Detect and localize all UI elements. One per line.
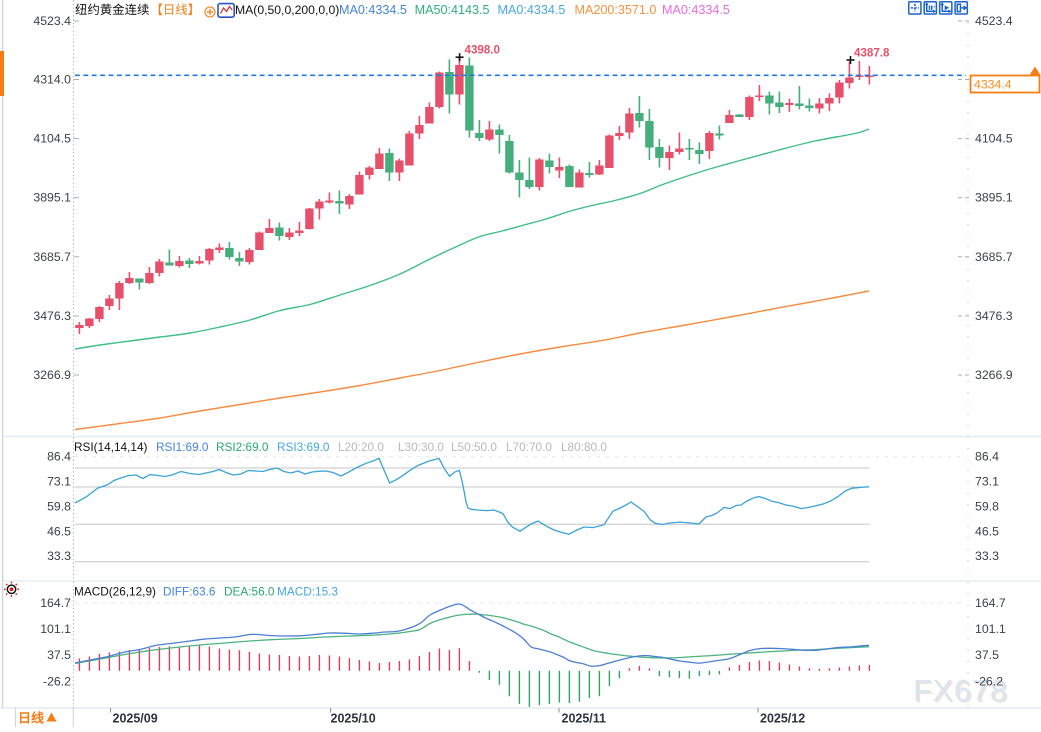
svg-text:59.8: 59.8 [975,499,999,513]
svg-text:37.5: 37.5 [47,648,71,662]
svg-text:33.3: 33.3 [47,549,71,563]
svg-text:4314.0: 4314.0 [33,73,71,87]
svg-text:DEA:56.0: DEA:56.0 [224,585,275,599]
svg-text:3685.7: 3685.7 [33,250,71,264]
svg-text:73.1: 73.1 [975,474,999,488]
svg-text:DIFF:63.6: DIFF:63.6 [163,585,216,599]
svg-text:2025/10: 2025/10 [331,712,376,726]
svg-text:MA0:4334.5: MA0:4334.5 [662,3,730,17]
svg-text:4104.5: 4104.5 [975,132,1013,146]
svg-text:4104.5: 4104.5 [33,132,71,146]
svg-text:4523.4: 4523.4 [975,14,1013,28]
svg-text:L80:80.0: L80:80.0 [561,440,607,454]
svg-text:FX678: FX678 [915,676,1010,710]
svg-text:3895.1: 3895.1 [975,191,1013,205]
svg-text:L70:70.0: L70:70.0 [506,440,552,454]
svg-text:RSI(14,14,14): RSI(14,14,14) [74,440,148,454]
svg-text:164.7: 164.7 [975,596,1006,610]
svg-text:59.8: 59.8 [47,499,71,513]
svg-text:L30:30.0: L30:30.0 [398,440,444,454]
svg-text:3266.9: 3266.9 [975,368,1013,382]
svg-text:86.4: 86.4 [47,449,71,463]
svg-text:164.7: 164.7 [40,596,71,610]
svg-text:4398.0: 4398.0 [465,44,500,57]
svg-text:46.5: 46.5 [975,524,999,538]
svg-text:L50:50.0: L50:50.0 [451,440,497,454]
svg-text:4387.8: 4387.8 [854,47,890,60]
svg-text:46.5: 46.5 [47,524,71,538]
svg-text:101.1: 101.1 [975,622,1006,636]
svg-text:RSI1:69.0: RSI1:69.0 [156,440,209,454]
svg-text:RSI3:69.0: RSI3:69.0 [277,440,330,454]
svg-text:MA0:4334.5: MA0:4334.5 [339,3,407,17]
svg-text:-26.2: -26.2 [43,674,71,688]
svg-text:73.1: 73.1 [47,474,71,488]
svg-text:2025/09: 2025/09 [113,712,158,726]
svg-text:MA200:3571.0: MA200:3571.0 [575,3,657,17]
svg-text:-26.2: -26.2 [975,674,1003,688]
svg-text:4523.4: 4523.4 [33,14,71,28]
svg-text:33.3: 33.3 [975,549,999,563]
svg-text:MA(0,50,0,200,0,0): MA(0,50,0,200,0,0) [235,3,339,17]
svg-text:MACD:15.3: MACD:15.3 [277,585,338,599]
svg-text:MA0:4334.5: MA0:4334.5 [498,3,566,17]
svg-text:RSI2:69.0: RSI2:69.0 [216,440,269,454]
svg-text:101.1: 101.1 [40,622,71,636]
svg-text:4334.4: 4334.4 [974,77,1012,91]
svg-text:3685.7: 3685.7 [975,250,1013,264]
svg-text:MACD(26,12,9): MACD(26,12,9) [74,585,156,599]
svg-text:L20:20.0: L20:20.0 [338,440,384,454]
svg-text:86.4: 86.4 [975,449,999,463]
svg-text:FX678: FX678 [913,674,1008,708]
svg-text:3266.9: 3266.9 [33,368,71,382]
svg-text:3476.3: 3476.3 [33,309,71,323]
svg-text:MA50:4143.5: MA50:4143.5 [415,3,490,17]
svg-text:2025/11: 2025/11 [562,712,607,726]
svg-text:2025/12: 2025/12 [760,712,805,726]
svg-text:3895.1: 3895.1 [33,191,71,205]
svg-text:37.5: 37.5 [975,648,999,662]
svg-text:3476.3: 3476.3 [975,309,1013,323]
